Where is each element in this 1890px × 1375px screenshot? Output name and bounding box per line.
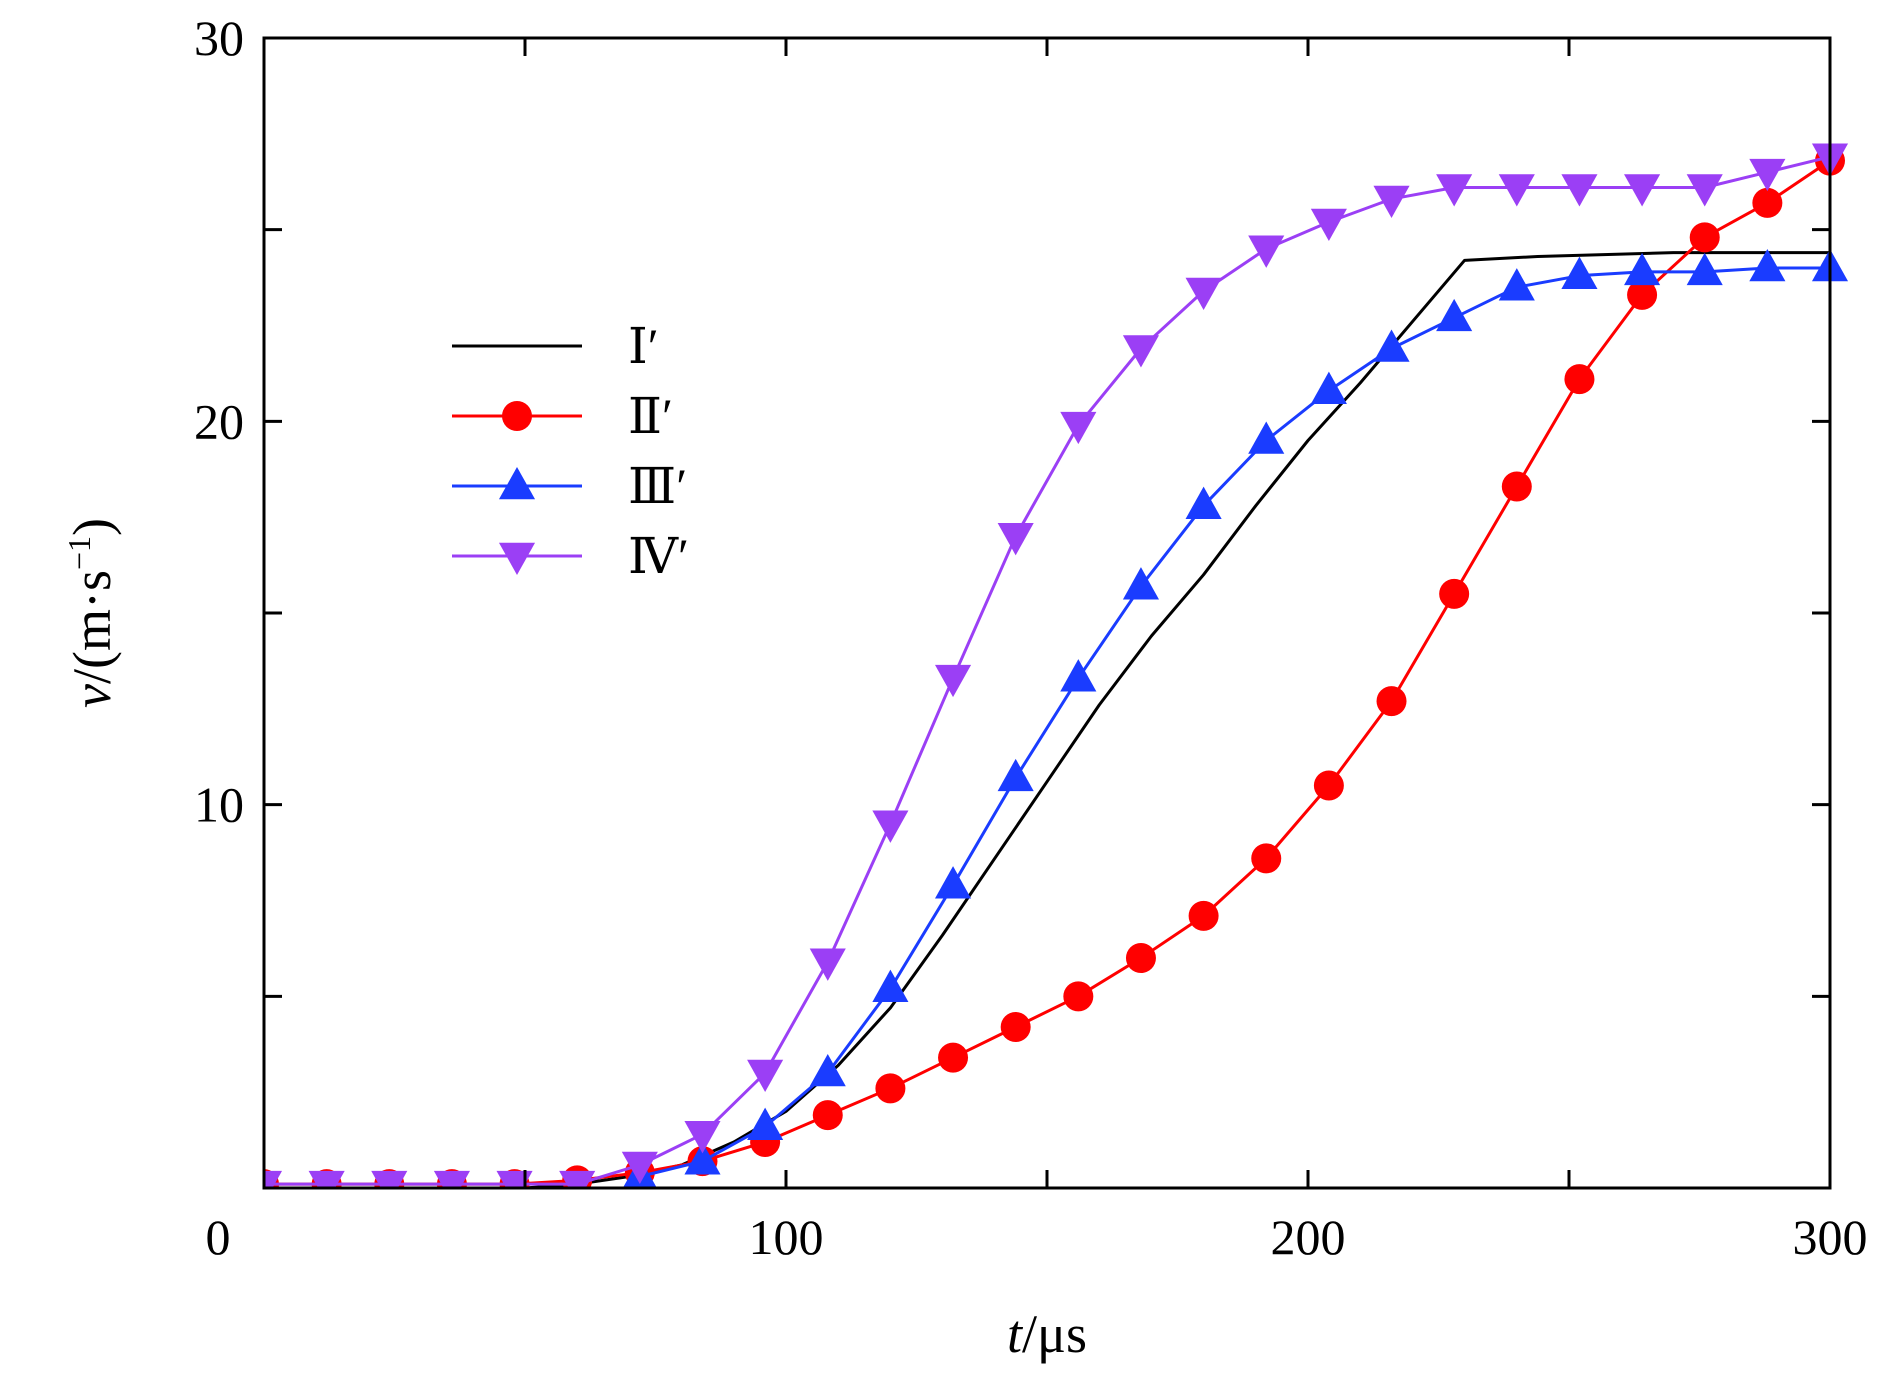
data-point — [1498, 268, 1535, 301]
data-point — [308, 1170, 345, 1188]
legend-label: Ⅲ′ — [628, 458, 687, 514]
series-layer — [264, 143, 1849, 1188]
data-point — [934, 866, 972, 899]
data-point — [1063, 981, 1094, 1012]
legend-marker — [498, 542, 536, 575]
data-point — [747, 1059, 784, 1092]
y-axis-unit-close: ) — [62, 518, 122, 536]
legend-entry: Ⅱ′ — [452, 388, 673, 444]
data-point — [872, 969, 909, 1002]
data-point — [809, 948, 846, 981]
ticks-layer: 0 100 200 300 10 20 30 — [194, 10, 1868, 1265]
data-point — [1564, 364, 1595, 395]
data-point — [433, 1170, 470, 1188]
data-point — [1561, 174, 1598, 207]
y-axis-unit: /(m·s — [62, 570, 122, 684]
data-point — [1313, 770, 1344, 801]
series-2 — [264, 145, 1845, 1188]
data-point — [1188, 900, 1219, 931]
data-point — [1185, 277, 1222, 310]
data-point — [1686, 174, 1723, 207]
x-axis-label: t/μs — [1007, 1304, 1087, 1364]
data-point — [1501, 471, 1532, 502]
y-axis-label: v/(m·s−1) — [61, 518, 122, 708]
data-point — [1251, 843, 1282, 874]
x-tick-label: 300 — [1793, 1209, 1868, 1265]
data-point — [872, 810, 909, 843]
plot-frame — [262, 36, 1832, 1190]
data-point — [1125, 943, 1156, 973]
data-point — [1624, 174, 1661, 207]
data-point — [1686, 252, 1723, 286]
data-point — [1749, 249, 1786, 282]
legend-label: Ⅳ′ — [628, 528, 689, 584]
data-point — [684, 1142, 721, 1175]
data-point — [1122, 335, 1160, 368]
series-1 — [264, 251, 1830, 1188]
data-point — [1248, 421, 1285, 454]
data-point — [1000, 1012, 1031, 1042]
x-tick-label: 100 — [749, 1209, 824, 1265]
data-point — [621, 1151, 658, 1184]
y-tick-label: 20 — [194, 393, 244, 449]
data-point — [1627, 279, 1658, 310]
data-point — [1436, 298, 1473, 332]
data-point — [1310, 371, 1347, 404]
data-point — [1122, 567, 1160, 600]
series-line — [264, 155, 1831, 1186]
data-point — [1373, 185, 1410, 218]
x-tick-label: 200 — [1271, 1209, 1346, 1265]
data-point — [1060, 659, 1097, 692]
data-point — [1752, 187, 1783, 218]
data-point — [371, 1170, 408, 1188]
data-point — [1439, 578, 1470, 609]
data-point — [1624, 252, 1661, 286]
data-point — [1561, 256, 1598, 289]
data-point — [812, 1100, 843, 1131]
data-point — [1248, 235, 1285, 268]
data-point — [747, 1107, 784, 1140]
y-axis-var: v — [62, 684, 122, 708]
data-point — [997, 758, 1034, 792]
legend: Ⅰ′ Ⅱ′ Ⅲ′ Ⅳ′ — [452, 318, 689, 584]
data-point — [559, 1170, 596, 1188]
x-axis-var: t — [1007, 1304, 1024, 1364]
data-point — [1689, 222, 1720, 253]
series-line — [639, 266, 1830, 1178]
data-point — [809, 1054, 846, 1087]
data-point — [684, 1121, 721, 1154]
data-point — [875, 1073, 906, 1104]
data-point — [1376, 686, 1407, 717]
y-tick-label: 30 — [194, 10, 244, 66]
data-point — [1498, 174, 1535, 207]
legend-label: Ⅱ′ — [628, 388, 673, 444]
legend-marker — [502, 401, 532, 431]
data-point — [1060, 411, 1097, 445]
data-point — [264, 1170, 283, 1188]
data-point — [1749, 158, 1786, 192]
y-axis-unit-sup: −1 — [61, 536, 97, 570]
x-axis-unit: /μs — [1022, 1304, 1087, 1364]
y-tick-label: 10 — [194, 777, 244, 833]
data-point — [997, 523, 1034, 556]
data-point — [1436, 174, 1473, 207]
legend-entry: Ⅳ′ — [452, 528, 689, 584]
legend-label: Ⅰ′ — [628, 318, 659, 374]
data-point — [934, 664, 972, 698]
x-tick-label: 0 — [206, 1209, 231, 1265]
data-point — [1310, 208, 1347, 241]
series-4 — [264, 143, 1849, 1188]
legend-entry: Ⅰ′ — [452, 318, 659, 374]
data-point — [1185, 486, 1222, 519]
data-point — [938, 1042, 969, 1073]
legend-marker — [498, 467, 536, 500]
data-point — [1373, 329, 1410, 362]
series-3 — [622, 249, 1849, 1188]
series-line — [264, 251, 1830, 1188]
series-line — [264, 159, 1831, 1186]
legend-entry: Ⅲ′ — [452, 458, 687, 514]
